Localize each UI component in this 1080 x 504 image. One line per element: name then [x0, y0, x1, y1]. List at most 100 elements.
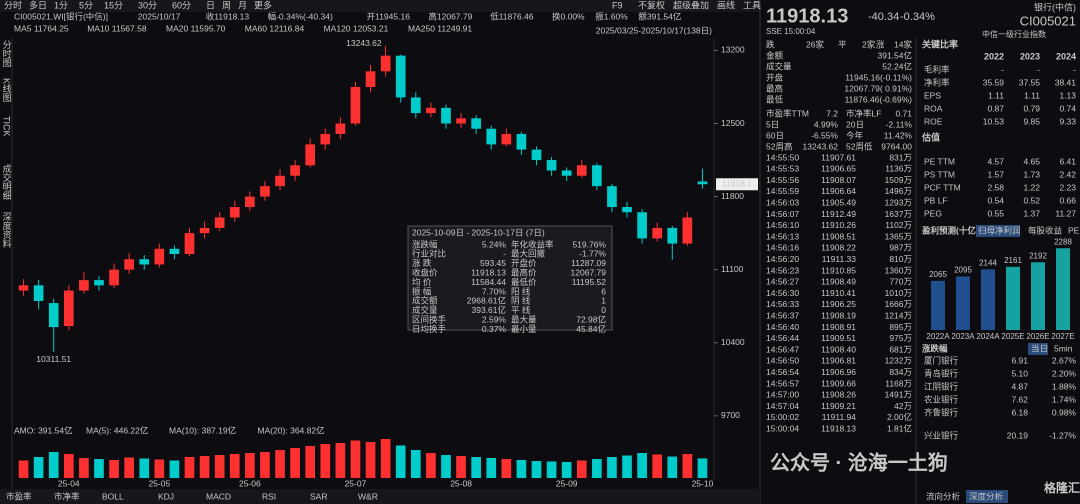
tooltip-label: 行业对比	[412, 249, 446, 259]
toolbar-tab[interactable]: 周	[222, 0, 231, 10]
bar-value: 2192	[1029, 251, 1047, 260]
trade-volume: 834万	[889, 367, 912, 377]
trade-time: 14:55:59	[766, 186, 799, 196]
toolbar-action[interactable]: 工具	[743, 0, 761, 10]
toolbar-action[interactable]: 超级叠加	[673, 0, 709, 10]
toolbar-tab[interactable]: 15分	[104, 0, 123, 10]
side-tab[interactable]: 成交明细	[2, 163, 12, 200]
trade-volume: 1293万	[885, 197, 912, 207]
stock-name[interactable]: 青岛银行	[924, 368, 959, 378]
volume-bar	[335, 443, 346, 478]
indicator-tab[interactable]: RSI	[262, 491, 276, 501]
trade-time: 14:56:03	[766, 197, 799, 207]
indicator-tab[interactable]: MACD	[206, 491, 231, 501]
candle-body	[184, 233, 195, 255]
trade-volume: 1214万	[885, 310, 912, 320]
stat-label: 开盘	[766, 72, 784, 82]
volume-bar	[516, 460, 527, 478]
candle-body	[637, 212, 647, 239]
stock-name[interactable]: 兴业银行	[924, 430, 959, 440]
section-title: 盈利预测(十亿)	[921, 225, 979, 235]
stock-price: 6.91	[1011, 355, 1028, 365]
indicator-tab[interactable]: KDJ	[158, 491, 174, 501]
toolbar-action[interactable]: 画线	[717, 0, 735, 10]
toolbar-tab[interactable]: 30分	[138, 0, 157, 10]
trade-time: 14:56:16	[766, 243, 799, 253]
candle-body	[622, 207, 632, 213]
toolbar-action[interactable]: F9	[612, 0, 623, 10]
toolbar-tab[interactable]: 60分	[172, 0, 191, 10]
tooltip-value: 519.76%	[572, 239, 606, 249]
toolbar-tab[interactable]: 1分	[54, 0, 68, 10]
trade-time: 14:56:20	[766, 254, 799, 264]
candle-body	[260, 186, 270, 197]
tooltip-value: 5.24%	[482, 239, 507, 249]
trade-price: 11906.96	[821, 367, 856, 377]
volume-bar	[245, 453, 255, 478]
volume-bar	[592, 459, 602, 478]
indicator-tab[interactable]: W&R	[358, 491, 378, 501]
forecast-tab[interactable]: 归母净利润	[978, 225, 1021, 235]
side-tab[interactable]: 深度资料	[2, 212, 12, 249]
tab-active	[966, 490, 1008, 503]
indicator-tab[interactable]: SAR	[310, 491, 327, 501]
trade-time: 14:56:33	[766, 299, 799, 309]
panel-tab[interactable]: 深度分析	[969, 491, 1004, 501]
indicator-tab[interactable]: 市盈率	[6, 491, 32, 501]
candle-body	[697, 181, 708, 185]
trade-time: 14:56:57	[766, 378, 799, 388]
range-label: 2025/03/25-2025/10/17(138日)	[596, 25, 712, 35]
toolbar-tab[interactable]: 多日	[29, 0, 47, 10]
tooltip-value: 2968.61亿	[467, 296, 506, 306]
stock-name[interactable]: 齐鲁银行	[924, 407, 959, 417]
panel-tab[interactable]: 流向分析	[926, 491, 961, 501]
tooltip-label: 收盘价	[412, 267, 438, 277]
header-item: 2025/10/17	[138, 11, 181, 21]
toolbar-tab[interactable]: 日	[206, 0, 215, 10]
trade-time: 15:00:02	[766, 412, 799, 422]
volume-bar	[561, 462, 572, 478]
candle-body	[486, 128, 497, 145]
volume-bar	[576, 460, 587, 478]
movers-tab[interactable]: 当日	[1031, 343, 1048, 353]
stat-label: 最低	[766, 94, 784, 104]
toolbar-tab[interactable]: 月	[238, 0, 247, 10]
ratio-value: -	[1001, 64, 1004, 74]
volume-bar	[682, 454, 693, 478]
y-tick-label: 13200	[721, 45, 745, 55]
ma-legend: MA10 11567.58	[87, 23, 147, 33]
toolbar-tab[interactable]: 更多	[254, 0, 272, 10]
stock-name[interactable]: 农业银行	[924, 394, 959, 404]
candle-body	[576, 165, 587, 176]
indicator-tab[interactable]: BOLL	[102, 491, 124, 501]
trade-time: 14:56:40	[766, 322, 799, 332]
forecast-tab[interactable]: 每股收益	[1028, 225, 1063, 235]
stat-label: 52周高	[766, 141, 792, 151]
candle-body	[501, 133, 512, 145]
side-tab[interactable]: TICK	[2, 116, 12, 137]
toolbar-action[interactable]: 不复权	[638, 0, 665, 10]
tooltip-label: 最小量	[511, 324, 537, 334]
indicator-tab[interactable]: 市净率	[54, 491, 80, 501]
side-tab[interactable]: K线图	[2, 78, 12, 103]
candle-body	[516, 133, 527, 150]
trade-price: 11910.41	[821, 288, 856, 298]
stock-name[interactable]: 厦门银行	[924, 355, 959, 365]
ma-legend: MA20 11595.70	[166, 23, 226, 33]
header-item: 额391.54亿	[638, 11, 681, 21]
toolbar-tab[interactable]: 5分	[79, 0, 93, 10]
forecast-tab[interactable]: PE	[1068, 225, 1080, 235]
candle-body	[275, 175, 285, 187]
stock-name[interactable]: 江阴银行	[924, 381, 959, 391]
candle-body	[229, 207, 240, 218]
side-tab[interactable]: 分时图	[2, 40, 12, 68]
low-annotation: 10311.51	[36, 354, 71, 364]
trade-volume: 1010万	[885, 288, 912, 298]
trade-price: 11905.49	[821, 197, 856, 207]
tooltip-box	[407, 225, 613, 331]
movers-tab[interactable]: 5min	[1054, 343, 1073, 353]
ratio-value: 4.57	[987, 156, 1004, 166]
toolbar-tab[interactable]: 分时	[4, 0, 22, 10]
name: 银行(中信)	[1034, 1, 1076, 12]
x-tick-label: 25-09	[556, 478, 578, 488]
